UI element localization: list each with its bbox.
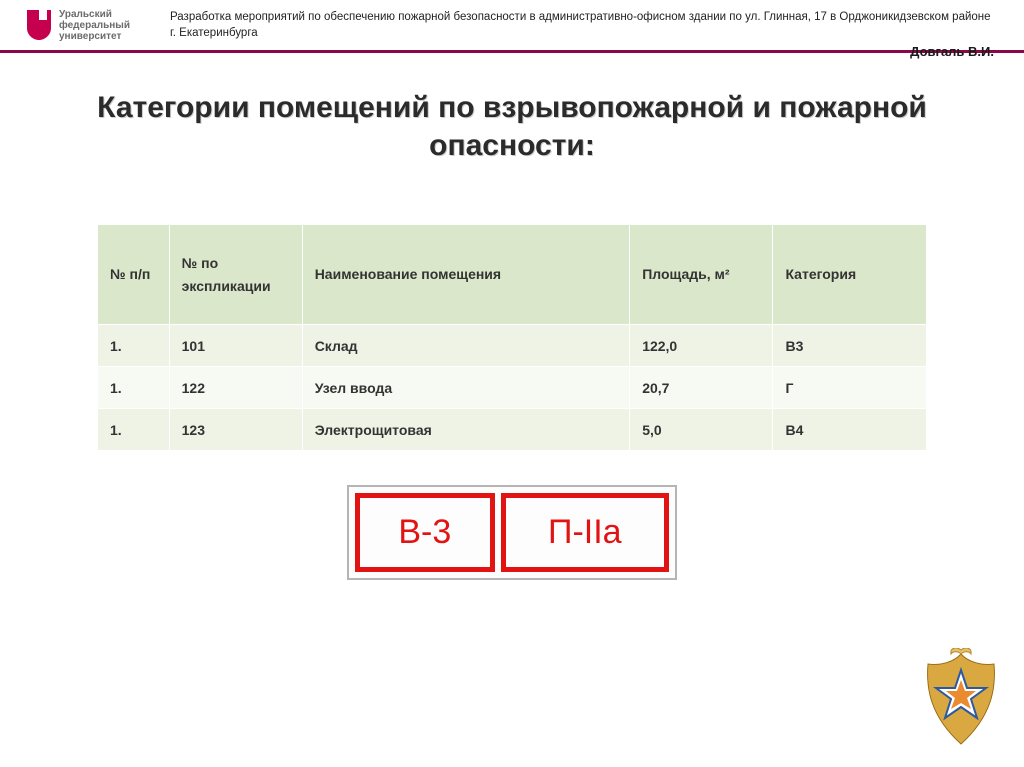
col-header-cat: Категория <box>773 225 927 325</box>
table-row: 1. 122 Узел ввода 20,7 Г <box>98 367 927 409</box>
col-header-index: № п/п <box>98 225 170 325</box>
sign-right: П-IIа <box>501 493 669 572</box>
cell: В4 <box>773 409 927 451</box>
university-logo: Уральский федеральный университет <box>25 8 160 42</box>
logo-line-3: университет <box>59 31 130 42</box>
logo-mark-icon <box>25 8 53 42</box>
cell: 1. <box>98 367 170 409</box>
cell: 5,0 <box>630 409 773 451</box>
table-row: 1. 123 Электрощитовая 5,0 В4 <box>98 409 927 451</box>
col-header-name: Наименование помещения <box>302 225 630 325</box>
categories-table-wrap: № п/п № по экспликации Наименование поме… <box>97 224 927 451</box>
cell: 1. <box>98 325 170 367</box>
author-name: Довгаль В.И. <box>910 44 994 59</box>
cell: 101 <box>169 325 302 367</box>
slide-header: Уральский федеральный университет Разраб… <box>0 0 1024 46</box>
col-header-area: Площадь, м² <box>630 225 773 325</box>
logo-line-2: федеральный <box>59 20 130 31</box>
cell: В3 <box>773 325 927 367</box>
cell: 122 <box>169 367 302 409</box>
col-header-expl: № по экспликации <box>169 225 302 325</box>
cell: Г <box>773 367 927 409</box>
categories-table: № п/п № по экспликации Наименование поме… <box>97 224 927 451</box>
cell: Узел ввода <box>302 367 630 409</box>
table-row: 1. 101 Склад 122,0 В3 <box>98 325 927 367</box>
cell: 1. <box>98 409 170 451</box>
mchs-emblem-icon <box>916 648 1006 753</box>
fire-category-sign: В-3 П-IIа <box>347 485 677 580</box>
cell: 20,7 <box>630 367 773 409</box>
cell: 122,0 <box>630 325 773 367</box>
slide-title: Категории помещений по взрывопожарной и … <box>0 89 1024 164</box>
header-description: Разработка мероприятий по обеспечению по… <box>160 8 994 41</box>
sign-left: В-3 <box>355 493 495 572</box>
cell: 123 <box>169 409 302 451</box>
logo-text: Уральский федеральный университет <box>59 9 130 42</box>
header-divider <box>0 50 1024 53</box>
logo-line-1: Уральский <box>59 9 130 20</box>
cell: Склад <box>302 325 630 367</box>
table-header-row: № п/п № по экспликации Наименование поме… <box>98 225 927 325</box>
cell: Электрощитовая <box>302 409 630 451</box>
